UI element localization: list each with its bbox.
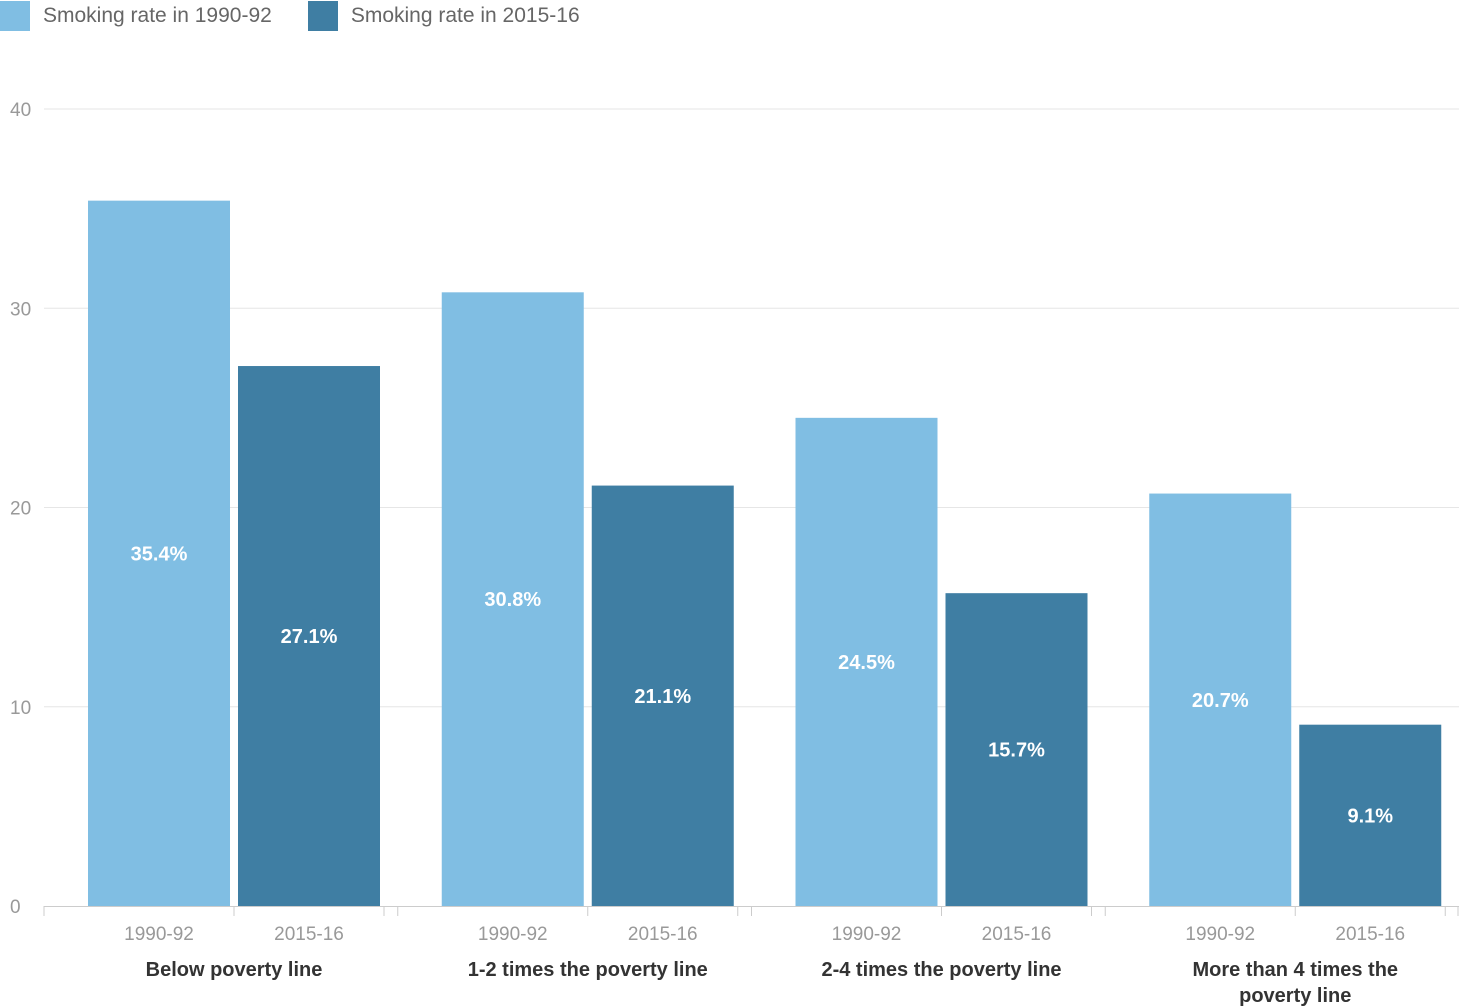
data-label-2015-16-group-1: 27.1% — [281, 626, 338, 648]
data-label-2015-16-group-4: 9.1% — [1347, 805, 1393, 827]
bar-2015-16-group-2[interactable] — [591, 485, 734, 906]
category-label-2015-16-group-2: 2015-16 — [628, 924, 698, 945]
legend-item-2015-16[interactable]: Smoking rate in 2015-16 — [307, 1, 580, 31]
bars: 35.4% 27.1% 30.8% 21.1% 24.5% 15.7% 20.7% 9.1% — [88, 200, 1442, 907]
y-tick-label-10: 10 — [10, 698, 31, 719]
category-label-1990-92-group-4: 1990-92 — [1185, 924, 1255, 945]
group-label-2-line-1: 1-2 times the poverty line — [468, 959, 708, 981]
y-tick-label-40: 40 — [10, 100, 31, 121]
y-axis-ticks: 0 10 20 30 40 — [10, 100, 31, 918]
category-label-1990-92-group-2: 1990-92 — [478, 924, 548, 945]
legend-item-1990-92[interactable]: Smoking rate in 1990-92 — [0, 1, 272, 31]
category-label-2015-16-group-3: 2015-16 — [982, 924, 1052, 945]
group-label-4-line-1: More than 4 times the — [1192, 959, 1398, 981]
x-axis — [43, 906, 1459, 916]
legend-label-1990-92: Smoking rate in 1990-92 — [43, 4, 272, 27]
legend-swatch-2015-16 — [307, 1, 338, 31]
data-label-1990-92-group-3: 24.5% — [838, 652, 895, 674]
data-label-1990-92-group-2: 30.8% — [484, 589, 541, 611]
bar-2015-16-group-3[interactable] — [945, 593, 1088, 906]
y-tick-label-0: 0 — [10, 897, 21, 918]
y-tick-label-30: 30 — [10, 299, 31, 320]
legend-swatch-1990-92 — [0, 1, 30, 31]
y-tick-label-20: 20 — [10, 499, 31, 520]
bar-1990-92-group-4[interactable] — [1149, 493, 1292, 906]
group-label-4-line-2: poverty line — [1239, 985, 1351, 1006]
bar-1990-92-group-1[interactable] — [88, 200, 230, 906]
category-label-2015-16-group-1: 2015-16 — [274, 924, 344, 945]
legend-label-2015-16: Smoking rate in 2015-16 — [350, 4, 580, 27]
bar-1990-92-group-2[interactable] — [441, 292, 584, 906]
group-label-1-line-1: Below poverty line — [146, 959, 323, 981]
group-label-3-line-1: 2-4 times the poverty line — [821, 959, 1061, 981]
data-label-2015-16-group-3: 15.7% — [988, 740, 1045, 762]
data-label-2015-16-group-2: 21.1% — [634, 686, 691, 708]
bar-1990-92-group-3[interactable] — [795, 417, 938, 906]
bar-2015-16-group-4[interactable] — [1299, 724, 1442, 906]
x-axis-labels: 1990-92 2015-16 Below poverty line 1990-92 2… — [124, 924, 1405, 1006]
category-label-1990-92-group-3: 1990-92 — [832, 924, 902, 945]
category-label-2015-16-group-4: 2015-16 — [1335, 924, 1405, 945]
bar-2015-16-group-1[interactable] — [238, 366, 380, 907]
category-label-1990-92-group-1: 1990-92 — [124, 924, 194, 945]
data-label-1990-92-group-4: 20.7% — [1192, 690, 1249, 712]
data-label-1990-92-group-1: 35.4% — [131, 543, 188, 565]
legend: Smoking rate in 1990-92 Smoking rate in … — [0, 0, 616, 32]
